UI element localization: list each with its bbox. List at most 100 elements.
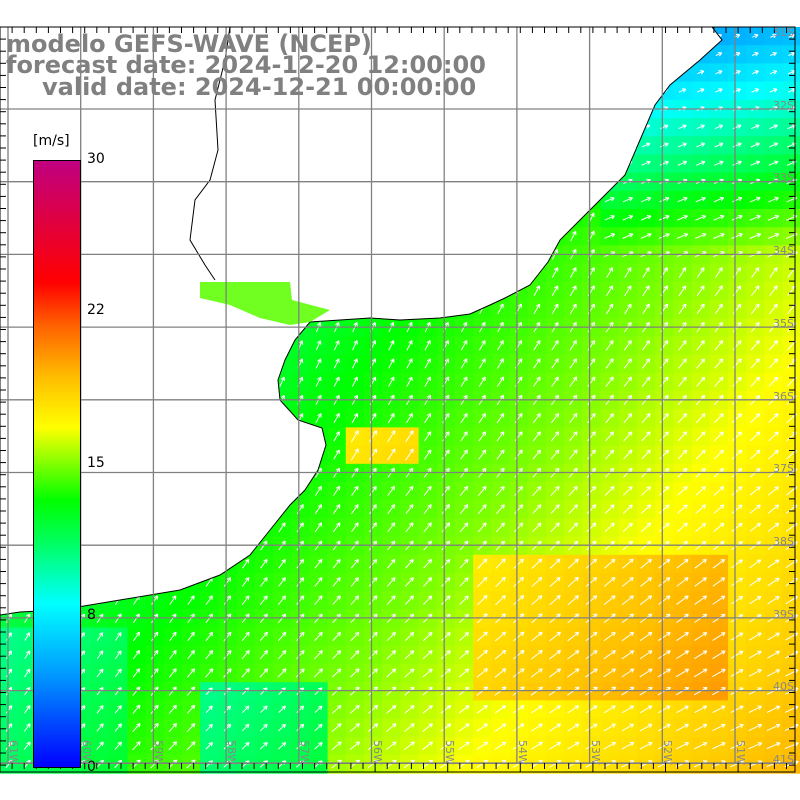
wind-arrow	[478, 340, 486, 351]
wind-arrow	[530, 668, 543, 678]
wind-arrow	[767, 596, 780, 605]
wind-arrow	[459, 631, 470, 642]
wind-arrow	[769, 88, 778, 93]
lat-lon-grid	[0, 26, 796, 773]
wind-arrow	[694, 632, 708, 642]
wind-arrow	[441, 558, 451, 569]
wind-arrow	[350, 650, 360, 660]
wind-arrow	[533, 303, 541, 315]
wind-arrow	[677, 504, 688, 514]
wind-arrow	[603, 723, 616, 732]
wind-arrow	[693, 668, 708, 678]
wind-arrow	[622, 486, 633, 496]
wind-arrow	[567, 558, 579, 569]
wind-arrow	[205, 650, 214, 660]
wind-arrow	[331, 723, 342, 732]
wind-arrow	[549, 595, 561, 606]
wind-arrow	[494, 705, 507, 714]
wind-arrow	[715, 52, 723, 57]
wind-arrow	[694, 650, 708, 660]
wind-arrow	[748, 650, 762, 659]
wind-arrow	[586, 504, 597, 514]
wind-arrow	[424, 431, 432, 442]
wind-arrow	[332, 668, 342, 678]
wind-arrow	[749, 522, 761, 532]
wind-arrow	[405, 504, 414, 515]
wind-arrow	[731, 449, 743, 460]
wind-arrow	[315, 413, 322, 424]
wind-arrow	[424, 413, 432, 424]
wind-arrow	[150, 722, 159, 733]
wind-arrow	[623, 376, 633, 387]
wind-arrow	[587, 413, 596, 424]
wind-arrow	[695, 486, 706, 496]
wind-arrow	[386, 668, 397, 678]
wind-arrow	[639, 668, 653, 678]
wind-arrow	[713, 486, 725, 496]
wind-arrow	[623, 449, 633, 460]
wind-arrow	[551, 267, 559, 278]
wind-arrow	[623, 431, 633, 442]
wind-arrow	[768, 340, 779, 351]
wind-arrow	[496, 485, 505, 496]
wind-arrow	[568, 486, 578, 496]
wind-arrow	[476, 668, 489, 678]
wind-arrow	[586, 522, 597, 533]
wind-arrow	[714, 267, 723, 278]
wind-arrow	[476, 631, 488, 642]
wind-arrow	[132, 722, 141, 733]
wind-arrow	[678, 267, 687, 278]
wind-arrow	[769, 267, 778, 278]
wind-arrow	[96, 668, 104, 678]
longitude-label: 59W	[152, 740, 166, 765]
wind-arrow	[440, 723, 452, 732]
wind-arrow	[478, 431, 487, 442]
wind-arrow	[586, 486, 597, 496]
wind-arrow	[697, 70, 705, 75]
wind-arrow	[715, 70, 723, 75]
wind-arrow	[641, 358, 651, 369]
wind-arrow	[386, 448, 396, 461]
wind-arrow	[767, 504, 780, 514]
wind-arrow	[223, 705, 232, 714]
wind-arrow	[622, 233, 634, 239]
wind-arrow	[551, 376, 559, 387]
wind-arrow	[585, 595, 598, 606]
wind-arrow	[551, 340, 559, 351]
wind-arrow	[150, 704, 159, 714]
wind-arrow	[494, 649, 507, 660]
wind-arrow	[750, 340, 760, 351]
wind-arrow	[677, 522, 688, 533]
wind-arrow	[296, 723, 305, 732]
wind-arrow	[567, 668, 580, 678]
wind-arrow	[676, 632, 689, 642]
valid-date: valid date: 2024-12-21 00:00:00	[42, 73, 477, 101]
wind-arrow	[750, 160, 761, 166]
wind-arrow	[494, 668, 507, 678]
wind-arrow	[751, 70, 759, 75]
latitude-label: 37S	[773, 462, 794, 476]
wind-arrow	[730, 723, 744, 732]
wind-arrow	[768, 431, 779, 442]
wind-arrow	[621, 723, 635, 732]
wind-arrow	[368, 668, 378, 678]
wind-arrow	[314, 742, 323, 750]
wind-arrow	[295, 650, 305, 660]
wind-arrow	[423, 485, 432, 496]
forecast-date: forecast date: 2024-12-20 12:00:00	[6, 51, 486, 79]
wind-arrow	[388, 340, 395, 351]
wind-arrow	[132, 668, 141, 678]
wind-arrow	[731, 214, 743, 221]
wind-arrow	[96, 741, 104, 750]
wind-arrow	[241, 650, 250, 660]
wind-arrow	[567, 631, 580, 642]
wind-arrow	[569, 303, 577, 315]
wind-arrow	[459, 577, 469, 587]
latitude-label: 34S	[773, 244, 794, 258]
wind-arrow	[712, 558, 726, 569]
wind-arrow	[730, 705, 744, 714]
longitude-label: 53W	[588, 740, 602, 765]
wind-arrow	[603, 741, 616, 750]
wind-arrow	[715, 88, 723, 93]
wind-arrow	[260, 558, 268, 569]
